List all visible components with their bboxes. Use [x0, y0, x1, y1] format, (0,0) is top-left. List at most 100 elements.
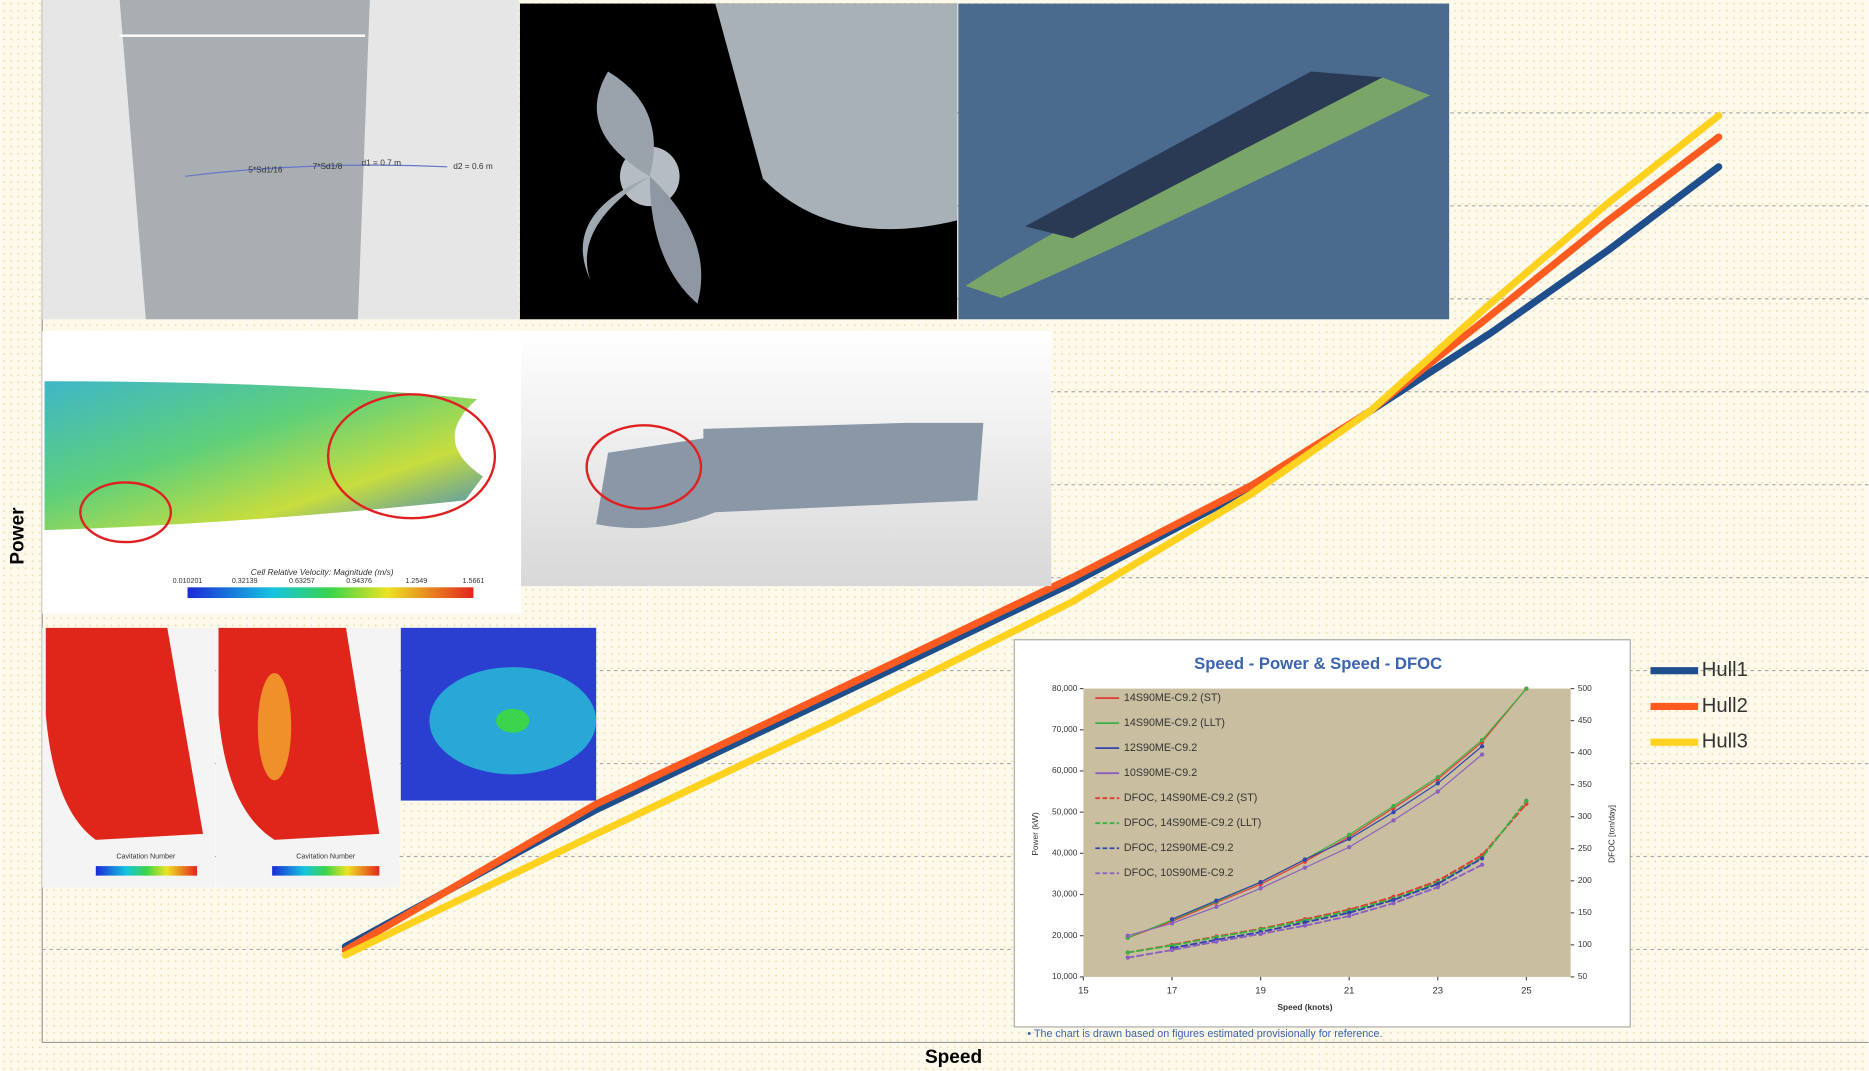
- image-streamlines: [958, 3, 1450, 320]
- y-tick-label: 70,000: [1052, 724, 1078, 734]
- inset-plot-area: [1083, 688, 1571, 977]
- point: [1524, 798, 1529, 803]
- series-line: [341, 112, 1723, 959]
- y2-tick-label: 150: [1578, 907, 1592, 917]
- point: [1302, 920, 1308, 925]
- point: [1347, 836, 1352, 842]
- point: [1524, 686, 1529, 691]
- point: [1125, 955, 1130, 960]
- y2-tick-label: 450: [1578, 715, 1592, 725]
- y2-tick-label: 50: [1578, 971, 1588, 981]
- y2-tick-label: 250: [1578, 843, 1592, 853]
- image-label: 7*Sd1/8: [313, 161, 343, 171]
- legend-label: 12S90ME-C9.2: [1124, 742, 1197, 754]
- point: [1169, 947, 1175, 953]
- point: [1347, 910, 1352, 915]
- x-axis-label: Speed: [925, 1047, 982, 1068]
- y2-tick-label: 100: [1578, 939, 1592, 949]
- series-line: [1126, 863, 1484, 959]
- x-tick-label: 23: [1432, 986, 1443, 997]
- point: [1435, 781, 1440, 786]
- point: [1479, 744, 1485, 749]
- x-tick-label: 15: [1078, 986, 1089, 997]
- point: [1435, 881, 1440, 887]
- series-line: [341, 133, 1723, 954]
- inset-y-label: Power (kW): [1030, 812, 1040, 856]
- x-tick-label: 19: [1255, 986, 1266, 997]
- legend-label: 10S90ME-C9.2: [1124, 767, 1197, 779]
- colorbar-value: 0.63257: [289, 577, 315, 585]
- y-tick-label: 10,000: [1052, 971, 1078, 981]
- point: [1391, 809, 1396, 815]
- colorbar-title: Cell Relative Velocity: Magnitude (m/s): [251, 567, 394, 577]
- image-label: d2 = 0.6 m: [453, 161, 493, 171]
- y2-tick-label: 300: [1578, 811, 1592, 821]
- y-tick-label: 60,000: [1052, 765, 1078, 775]
- point: [1479, 752, 1485, 757]
- image-label: Cavitation Number: [116, 852, 176, 860]
- series-line: [1171, 857, 1484, 950]
- image-label: Cavitation Number: [296, 852, 356, 860]
- colorbar-value: 1.2549: [405, 577, 427, 585]
- y-tick-label: 40,000: [1052, 848, 1078, 858]
- point: [1391, 818, 1396, 823]
- point: [1347, 832, 1352, 837]
- y2-tick-label: 350: [1578, 779, 1592, 789]
- point: [1302, 857, 1308, 862]
- point: [1302, 865, 1308, 870]
- x-tick-label: 17: [1167, 986, 1178, 997]
- point: [1347, 913, 1352, 919]
- point: [1169, 917, 1175, 922]
- legend-label: DFOC, 10S90ME-C9.2: [1124, 867, 1234, 879]
- legend-label: 14S90ME-C9.2 (ST): [1124, 692, 1221, 704]
- inset-chart: 10,000 20,000 30,000 40,000 50,000 60,000 70,0…: [1052, 683, 1592, 997]
- image-label: d1 = 0.7 m: [361, 157, 401, 167]
- series-line: [1171, 745, 1483, 920]
- point: [1435, 885, 1440, 890]
- legend-label: DFOC, 14S90ME-C9.2 (LLT): [1124, 817, 1261, 829]
- point: [1479, 856, 1485, 861]
- image-ship-model: [521, 331, 1052, 587]
- point: [1258, 880, 1263, 885]
- image-rudder: 5*Sd1/16 7*Sd1/8 d1 = 0.7 m d2 = 0.6 m: [42, 0, 519, 320]
- image-hull-flow: Cell Relative Velocity: Magnitude (m/s) …: [42, 331, 522, 614]
- legend-label: DFOC, 12S90ME-C9.2: [1124, 842, 1234, 854]
- colorbar-value: 1.5661: [463, 577, 485, 585]
- point: [1258, 931, 1263, 937]
- point: [1391, 803, 1396, 809]
- y-tick-label: 50,000: [1052, 806, 1078, 816]
- image-propeller: [519, 3, 958, 320]
- y-tick-label: 20,000: [1052, 930, 1078, 940]
- inset-note: • The chart is drawn based on figures es…: [1027, 1028, 1382, 1040]
- point: [1347, 845, 1352, 850]
- y-tick-label: 80,000: [1052, 683, 1078, 693]
- legend-label: DFOC, 14S90ME-C9.2 (ST): [1124, 792, 1257, 804]
- point: [1169, 921, 1175, 926]
- colorbar-value: 0.010201: [173, 577, 203, 585]
- point: [1479, 862, 1485, 867]
- legend-label: 14S90ME-C9.2 (LLT): [1124, 717, 1225, 729]
- point: [1479, 737, 1485, 743]
- point: [1302, 923, 1308, 928]
- y-axis-label: Power: [7, 507, 28, 565]
- point: [1214, 898, 1219, 903]
- y2-tick-label: 200: [1578, 875, 1592, 885]
- x-tick-label: 25: [1521, 986, 1532, 997]
- point: [1391, 901, 1396, 906]
- image-label: 5*Sd1/16: [248, 165, 283, 175]
- y-tick-label: 30,000: [1052, 889, 1078, 899]
- inset-y2-label: DFOC [ton/day]: [1607, 805, 1617, 863]
- point: [1435, 789, 1440, 794]
- point: [1214, 904, 1219, 910]
- inset-title: Speed - Power & Speed - DFOC: [1194, 654, 1442, 673]
- y2-tick-label: 400: [1578, 747, 1592, 757]
- inset-x-label: Speed (knots): [1277, 1002, 1332, 1012]
- image-velocity-field: [400, 627, 597, 801]
- point: [1258, 886, 1263, 891]
- legend-label: Hull1: [1702, 659, 1748, 681]
- main-chart: Hull1 Hull2 Hull3: [42, 112, 1869, 959]
- point: [1125, 950, 1130, 955]
- y2-tick-label: 500: [1578, 683, 1592, 693]
- image-cavitation: Cavitation Number Cavitation Number: [42, 627, 400, 888]
